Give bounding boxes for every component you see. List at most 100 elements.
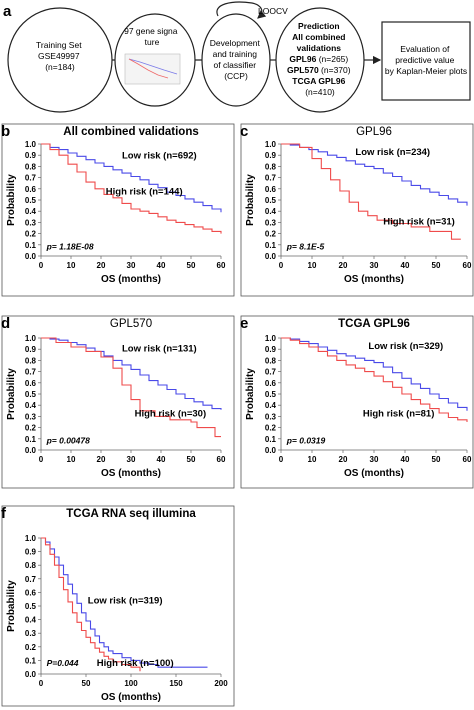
x-tick-label: 150 [169,679,183,688]
x-tick-label: 50 [187,261,196,270]
low-risk-label: Low risk (n=692) [122,151,197,162]
y-tick-label: 0.5 [25,602,37,611]
panel-frame [240,315,474,489]
y-tick-label: 0.9 [265,151,277,160]
chart-title: TCGA RNA seq illumina [66,508,196,520]
y-tick-label: 0.9 [265,345,277,354]
y-tick-label: 1.0 [25,334,37,343]
y-tick-label: 0.4 [265,401,277,410]
x-tick-label: 20 [97,261,106,270]
mini-km-thumbnail [124,53,181,85]
p-value-label: p= 1.18E-08 [46,241,94,251]
x-tick-label: 20 [97,455,106,464]
x-tick-label: 40 [157,455,166,464]
y-tick-label: 0.4 [25,616,37,625]
x-tick-label: 10 [67,261,76,270]
y-tick-label: 1.0 [265,334,277,343]
y-tick-label: 0.6 [25,379,37,388]
x-tick-label: 200 [214,679,228,688]
y-axis-label: Probability [6,580,17,632]
p-value-label: p= 0.0319 [286,435,326,445]
x-tick-label: 0 [39,261,44,270]
y-tick-label: 0.1 [25,656,37,665]
y-tick-label: 0.3 [265,218,277,227]
p-value-label: p= 8.1E-5 [286,241,325,251]
x-tick-label: 50 [187,455,196,464]
low-risk-curve [41,537,208,668]
high-risk-label: High risk (n=144) [106,186,183,197]
y-tick-label: 0.4 [265,207,277,216]
high-risk-label: High risk (n=31) [383,217,455,228]
x-axis-label: OS (months) [101,274,161,285]
chart-title: All combined validations [63,126,198,138]
y-tick-label: 0.8 [25,561,37,570]
x-tick-label: 0 [279,261,284,270]
y-tick-label: 0.2 [265,230,277,239]
low-risk-label: Low risk (n=319) [88,595,163,606]
y-axis-label: Probability [245,174,256,226]
x-tick-label: 50 [432,261,441,270]
x-tick-label: 30 [127,455,136,464]
y-tick-label: 0.5 [265,390,277,399]
km-panel-f: f TCGA RNA seq illumina 0.0 0.1 0.2 0.3 0.4 0.5… [1,505,235,707]
panel-a-workflow: a Training Set GSE49997 (n=184) 97 gene … [3,1,471,113]
y-tick-label: 0.1 [25,435,37,444]
panel-frame [1,315,235,489]
chart-title: TCGA GPL96 [338,318,410,330]
p-value-label: P=0.044 [47,658,79,668]
x-tick-label: 40 [401,455,410,464]
loocv-loop-arrow [216,1,267,19]
y-axis-label: Probability [245,368,256,420]
panel-label: d [1,315,10,332]
y-axis-label: Probability [6,174,17,226]
y-tick-label: 1.0 [25,140,37,149]
panel-label: e [240,315,248,332]
y-tick-label: 0.6 [265,185,277,194]
high-risk-curve [281,143,461,240]
low-risk-label: Low risk (n=329) [368,341,443,352]
x-tick-label: 30 [370,455,379,464]
evaluation-node [381,21,471,101]
high-risk-curve [41,537,141,672]
y-tick-label: 0.1 [25,241,37,250]
x-tick-label: 100 [124,679,138,688]
y-tick-label: 0.0 [265,252,277,261]
km-panel-e: e TCGA GPL96 0.0 0.1 0.2 0.3 0.4 0.5 0.6 0.7 0.8 0.… [240,315,474,489]
gene-signature-text: 97 gene signa ture [124,26,180,47]
panel-label: f [1,505,7,522]
x-tick-label: 30 [127,261,136,270]
low-risk-curve [41,337,222,410]
panel-label: b [1,123,10,140]
y-tick-label: 0.4 [25,207,37,216]
high-risk-curve [41,337,221,438]
x-tick-label: 40 [401,261,410,270]
y-tick-label: 0.7 [265,368,277,377]
y-tick-label: 0.6 [265,379,277,388]
high-risk-label: High risk (n=100) [97,658,174,669]
high-risk-label: High risk (n=30) [135,408,207,419]
x-tick-label: 60 [463,455,472,464]
x-tick-label: 60 [463,261,472,270]
y-tick-label: 0.1 [265,241,277,250]
km-panel-c: c GPL96 0.0 0.1 0.2 0.3 0.4 0.5 0.6 0.7 0.8 0.9 1.0 0… [240,123,474,297]
panel-label-a: a [3,3,12,20]
p-value-label: p= 0.00478 [46,435,91,445]
panel-label: c [240,123,248,140]
low-risk-curve [281,143,468,206]
y-tick-label: 0.5 [265,196,277,205]
y-tick-label: 0.8 [25,162,37,171]
prediction-text: Prediction All combined validations GPL9… [287,21,353,97]
loocv-label: LOOCV [258,6,288,16]
x-axis-label: OS (months) [101,468,161,479]
x-axis-label: OS (months) [101,692,161,703]
training-set-text: Training Set GSE49997 (n=184) [36,40,84,72]
y-tick-label: 0.3 [25,412,37,421]
classifier-text: Development and training of classifier (… [210,38,262,81]
y-tick-label: 0.0 [25,446,37,455]
chart-title: GPL96 [356,126,392,138]
y-tick-label: 0.6 [25,588,37,597]
low-risk-label: Low risk (n=234) [355,147,430,158]
panel-frame [240,123,474,297]
y-tick-label: 0.6 [25,185,37,194]
y-tick-label: 0.0 [25,670,37,679]
